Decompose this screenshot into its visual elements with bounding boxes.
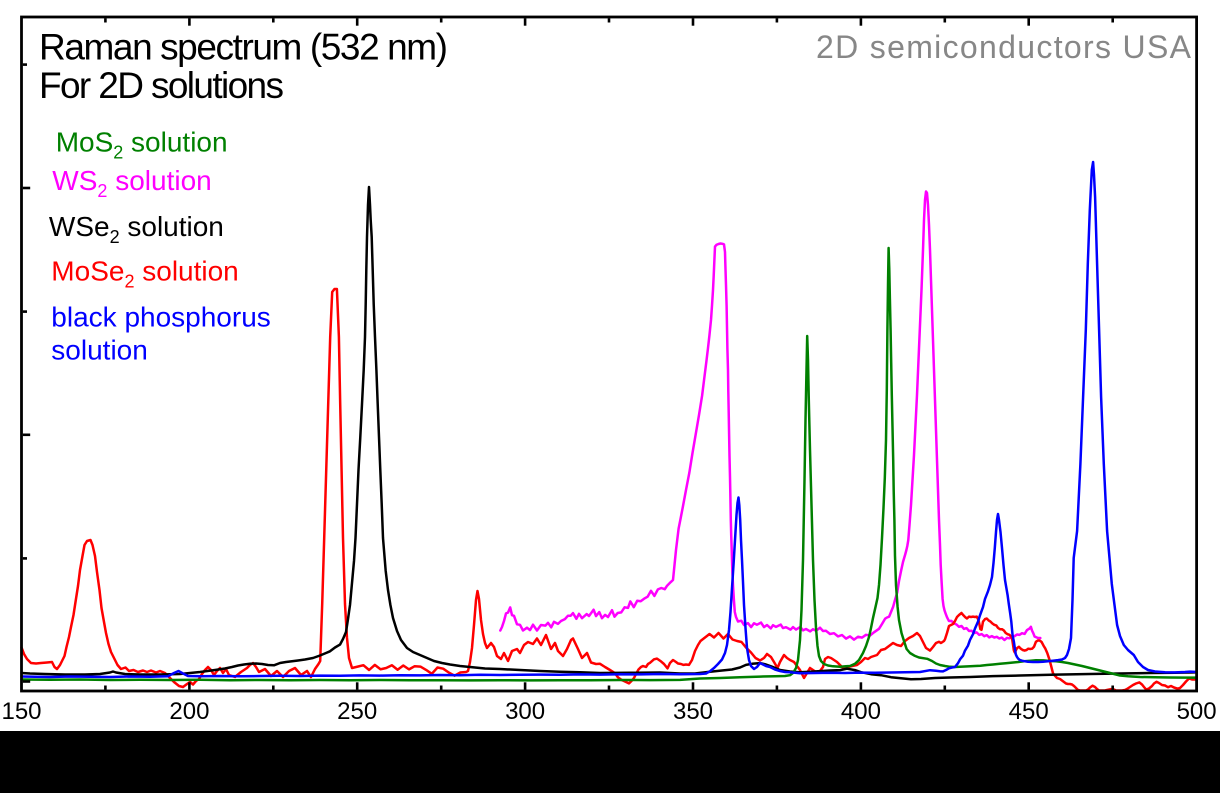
svg-text:2D semiconductors USA: 2D semiconductors USA bbox=[816, 29, 1192, 65]
svg-text:250: 250 bbox=[337, 698, 377, 725]
svg-text:MoS2 solution: MoS2 solution bbox=[56, 127, 228, 163]
svg-text:350: 350 bbox=[673, 698, 713, 725]
svg-text:black phosphorus: black phosphorus bbox=[51, 301, 270, 332]
svg-text:WSe2 solution: WSe2 solution bbox=[49, 211, 224, 247]
svg-text:400: 400 bbox=[841, 698, 881, 725]
svg-text:450: 450 bbox=[1009, 698, 1049, 725]
svg-text:For 2D solutions: For 2D solutions bbox=[39, 65, 284, 106]
svg-text:Raman spectrum (532 nm): Raman spectrum (532 nm) bbox=[39, 27, 448, 68]
svg-text:150: 150 bbox=[1, 698, 41, 725]
svg-text:WS2 solution: WS2 solution bbox=[52, 165, 211, 201]
svg-text:200: 200 bbox=[169, 698, 209, 725]
svg-text:500: 500 bbox=[1177, 698, 1217, 725]
svg-text:MoSe2 solution: MoSe2 solution bbox=[51, 255, 238, 291]
svg-text:300: 300 bbox=[505, 698, 545, 725]
svg-text:solution: solution bbox=[51, 334, 148, 365]
